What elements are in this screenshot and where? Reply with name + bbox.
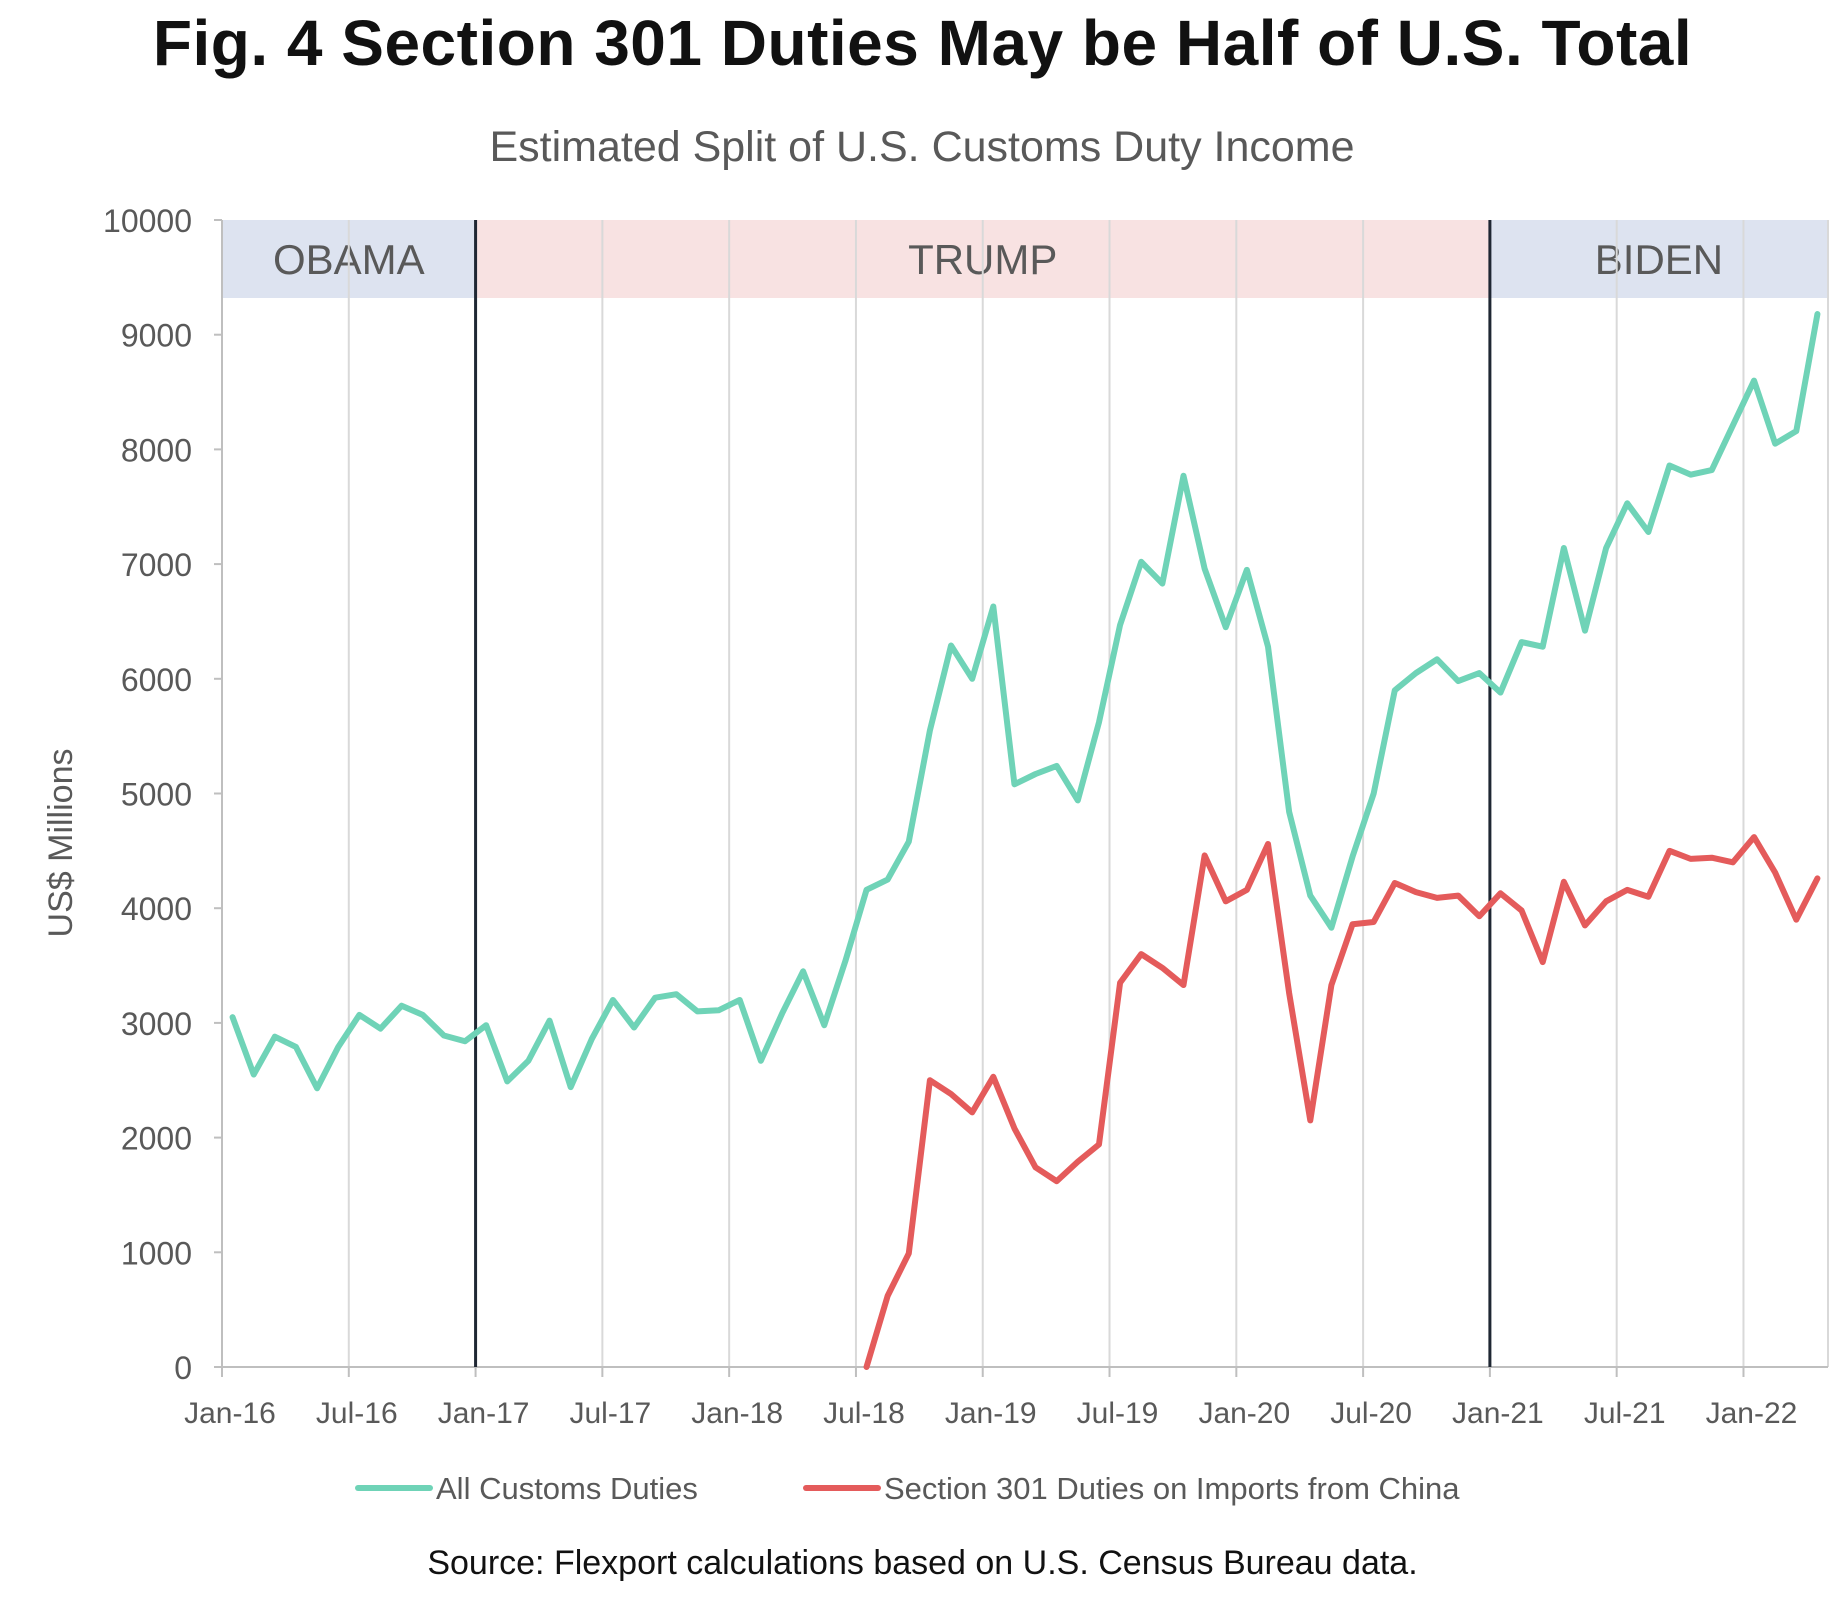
era-label-biden: BIDEN <box>1595 236 1723 283</box>
era-bands: OBAMA TRUMP BIDEN <box>222 220 1828 298</box>
x-tick-label: Jul-21 <box>1584 1397 1666 1430</box>
series-line-section-301-duties <box>863 834 1821 1370</box>
x-tick-label: Jan-20 <box>1198 1397 1290 1430</box>
chart-subtitle: Estimated Split of U.S. Customs Duty Inc… <box>489 123 1354 171</box>
series-line-all-customs-duties <box>229 311 1821 1092</box>
y-axis-title: US$ Millions <box>42 749 80 938</box>
x-tick-label: Jul-17 <box>570 1397 652 1430</box>
x-tick-label: Jan-19 <box>945 1397 1037 1430</box>
x-tick-label: Jan-18 <box>691 1397 783 1430</box>
y-tick-label: 6000 <box>121 662 192 698</box>
y-tick-label: 9000 <box>121 318 192 354</box>
series-lines <box>229 311 1821 1370</box>
legend-label: All Customs Duties <box>436 1471 698 1506</box>
x-tick-label: Jan-21 <box>1452 1397 1544 1430</box>
x-tick-label: Jul-16 <box>316 1397 398 1430</box>
y-tick-label: 4000 <box>121 891 192 927</box>
x-tick-label: Jul-20 <box>1330 1397 1412 1430</box>
legend-label: Section 301 Duties on Imports from China <box>884 1471 1460 1506</box>
y-tick-label: 2000 <box>121 1121 192 1157</box>
x-tick-label: Jan-22 <box>1706 1397 1798 1430</box>
era-band-biden <box>1489 220 1828 298</box>
figure-title: Fig. 4 Section 301 Duties May be Half of… <box>152 7 1693 79</box>
x-tick-label: Jul-19 <box>1077 1397 1159 1430</box>
x-tick-label: Jul-18 <box>823 1397 905 1430</box>
y-tick-label: 10000 <box>103 203 192 239</box>
axes <box>214 219 1828 1377</box>
source-note: Source: Flexport calculations based on U… <box>427 1544 1418 1582</box>
legend: All Customs Duties Section 301 Duties on … <box>355 1471 1460 1506</box>
y-tick-label: 3000 <box>121 1006 192 1042</box>
x-tick-label: Jan-17 <box>438 1397 530 1430</box>
x-tick-label: Jan-16 <box>184 1397 276 1430</box>
era-dividers <box>474 220 1492 1367</box>
y-tick-label: 8000 <box>121 432 192 468</box>
y-tick-label: 0 <box>174 1350 192 1386</box>
y-tick-label: 7000 <box>121 547 192 583</box>
axis-labels: 0 1000 2000 3000 4000 5000 6000 7000 8000 9000 100… <box>103 203 1797 1430</box>
y-tick-label: 1000 <box>121 1235 192 1271</box>
y-tick-label: 5000 <box>121 777 192 813</box>
vertical-gridlines <box>347 220 1829 1367</box>
